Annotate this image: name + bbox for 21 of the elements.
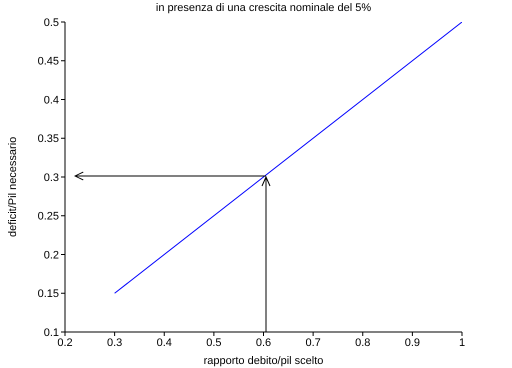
x-tick-label: 0.7 [305, 336, 321, 349]
x-tick-label: 0.2 [57, 336, 73, 349]
y-tick-label: 0.1 [44, 326, 59, 339]
x-axis-title: rapporto debito/pil scelto [204, 355, 324, 367]
y-tick-label: 0.2 [44, 249, 59, 262]
y-tick-label: 0.25 [38, 210, 59, 223]
x-tick-label: 0.6 [256, 336, 272, 349]
y-tick-label: 0.15 [38, 288, 59, 300]
y-tick-label: 0.45 [38, 56, 59, 68]
y-tick-label: 0.5 [44, 16, 59, 29]
y-axis-title: deficit/Pil necessario [6, 136, 19, 237]
y-tick-label: 0.35 [38, 133, 59, 146]
x-tick-label: 1 [458, 336, 466, 349]
x-tick-label: 0.3 [106, 336, 122, 349]
y-tick-label: 0.4 [44, 94, 59, 106]
x-tick-label: 0.9 [404, 336, 420, 349]
chart-title: in presenza di una crescita nominale del 5% [154, 2, 372, 14]
x-tick-label: 0.4 [156, 336, 172, 349]
x-tick-label: 0.5 [206, 336, 222, 349]
x-tick-label: 0.8 [355, 336, 370, 349]
y-tick-label: 0.3 [44, 172, 59, 184]
